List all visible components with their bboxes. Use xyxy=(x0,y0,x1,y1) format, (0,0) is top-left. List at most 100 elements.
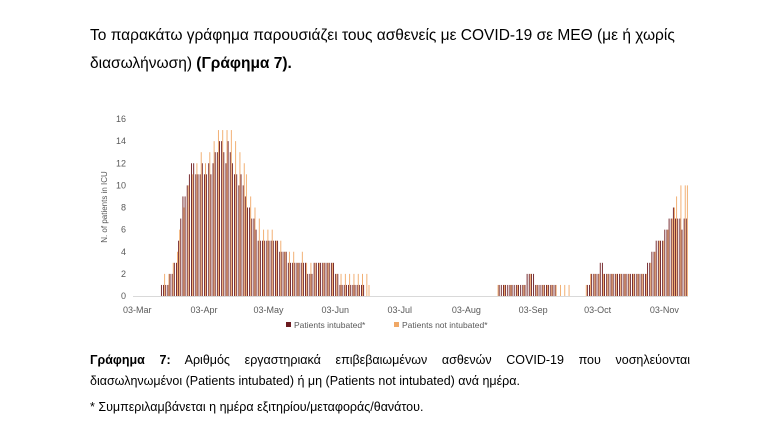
bar-not-intubated xyxy=(183,207,185,296)
bar-intubated xyxy=(507,284,509,296)
footnote: * Συμπεριλαμβάνεται η ημέρα εξιτηρίου/με… xyxy=(90,400,424,414)
bar-intubated xyxy=(679,218,681,296)
bar-intubated xyxy=(294,262,296,296)
bar-not-intubated xyxy=(349,273,351,297)
bar-intubated xyxy=(160,284,162,296)
bar-intubated xyxy=(670,218,672,296)
bar-intubated xyxy=(358,284,360,296)
bar-intubated xyxy=(253,218,255,296)
bar-not-intubated xyxy=(674,207,675,296)
legend-label: Patients intubated* xyxy=(294,320,366,330)
bar-intubated xyxy=(655,240,657,296)
bar-intubated xyxy=(601,262,603,296)
bar-intubated xyxy=(191,163,192,296)
bar-intubated xyxy=(318,262,319,296)
x-tick-label: 03-Jun xyxy=(321,305,349,315)
bar-intubated xyxy=(210,174,212,296)
bar-not-intubated xyxy=(222,130,224,296)
bar-intubated xyxy=(608,273,610,297)
bar-intubated xyxy=(197,174,199,296)
bar-intubated xyxy=(685,218,687,296)
bar-not-intubated xyxy=(357,273,359,297)
y-tick-label: 4 xyxy=(121,247,126,257)
bar-intubated xyxy=(539,284,541,296)
bar-intubated xyxy=(182,196,184,296)
bar-not-intubated xyxy=(510,284,512,296)
bar-intubated xyxy=(259,240,261,296)
bar-not-intubated xyxy=(523,284,525,296)
bar-intubated xyxy=(221,141,223,297)
bar-not-intubated xyxy=(187,185,189,297)
bar-intubated xyxy=(511,284,513,296)
bar-intubated xyxy=(672,207,674,296)
legend-label: Patients not intubated* xyxy=(402,320,488,330)
y-tick-label: 6 xyxy=(121,225,126,235)
bar-intubated xyxy=(203,174,205,296)
bar-intubated xyxy=(537,284,539,296)
bar-not-intubated xyxy=(258,218,260,296)
caption-label: Γράφημα 7: xyxy=(90,353,171,367)
bar-intubated xyxy=(642,273,644,297)
bar-intubated xyxy=(296,262,298,296)
bar-intubated xyxy=(242,185,244,297)
bar-intubated xyxy=(176,262,177,296)
bar-intubated xyxy=(591,273,593,297)
bar-not-intubated xyxy=(200,152,202,296)
bar-intubated xyxy=(651,251,653,296)
bar-intubated xyxy=(309,273,311,297)
bar-not-intubated xyxy=(293,251,295,296)
bar-intubated xyxy=(320,262,322,296)
bar-not-intubated xyxy=(235,141,237,297)
bar-intubated xyxy=(290,262,291,296)
x-tick-label: 03-Apr xyxy=(190,305,217,315)
bar-not-intubated xyxy=(654,251,656,296)
bar-intubated xyxy=(249,207,251,296)
bar-intubated xyxy=(262,240,263,296)
bar-intubated xyxy=(546,284,547,296)
bar-intubated xyxy=(227,141,229,297)
bar-intubated xyxy=(302,262,304,296)
bar-not-intubated xyxy=(504,284,505,296)
bar-intubated xyxy=(356,284,358,296)
bar-not-intubated xyxy=(297,262,299,296)
bar-not-intubated xyxy=(686,185,688,297)
bar-not-intubated xyxy=(213,141,215,297)
bar-intubated xyxy=(281,251,283,296)
bar-not-intubated xyxy=(633,273,635,297)
bar-not-intubated xyxy=(280,240,282,296)
bar-intubated xyxy=(614,273,616,297)
x-tick-label: 03-Oct xyxy=(584,305,612,315)
bar-intubated xyxy=(223,152,225,296)
bar-not-intubated xyxy=(179,229,181,297)
bar-intubated xyxy=(666,229,668,297)
bar-not-intubated xyxy=(529,273,531,297)
bar-not-intubated xyxy=(353,273,355,297)
bar-not-intubated xyxy=(611,273,613,297)
bar-intubated xyxy=(634,273,636,297)
x-tick-label: 03-Nov xyxy=(650,305,680,315)
bar-not-intubated xyxy=(245,174,247,296)
bar-intubated xyxy=(363,284,365,296)
bar-not-intubated xyxy=(271,229,273,297)
caption-text: Αριθμός εργαστηριακά επιβεβαιωμένων ασθε… xyxy=(90,353,690,388)
bar-intubated xyxy=(171,273,173,297)
bar-intubated xyxy=(165,284,167,296)
y-axis: 0 2 4 6 8 10 12 14 16 xyxy=(116,114,126,301)
bar-not-intubated xyxy=(680,185,682,297)
bar-not-intubated xyxy=(551,284,553,296)
bar-intubated xyxy=(328,262,330,296)
bar-intubated xyxy=(681,229,683,297)
y-tick-label: 14 xyxy=(116,136,126,146)
bar-intubated xyxy=(354,284,356,296)
bar-not-intubated xyxy=(310,262,312,296)
bar-intubated xyxy=(586,284,588,296)
bar-intubated xyxy=(625,273,627,297)
bar-not-intubated xyxy=(164,273,166,297)
bar-intubated xyxy=(339,284,341,296)
bar-not-intubated xyxy=(646,273,647,297)
bar-intubated xyxy=(343,284,345,296)
bar-intubated xyxy=(298,262,300,296)
bar-intubated xyxy=(593,273,595,297)
bar-intubated xyxy=(333,262,334,296)
bar-intubated xyxy=(272,240,274,296)
